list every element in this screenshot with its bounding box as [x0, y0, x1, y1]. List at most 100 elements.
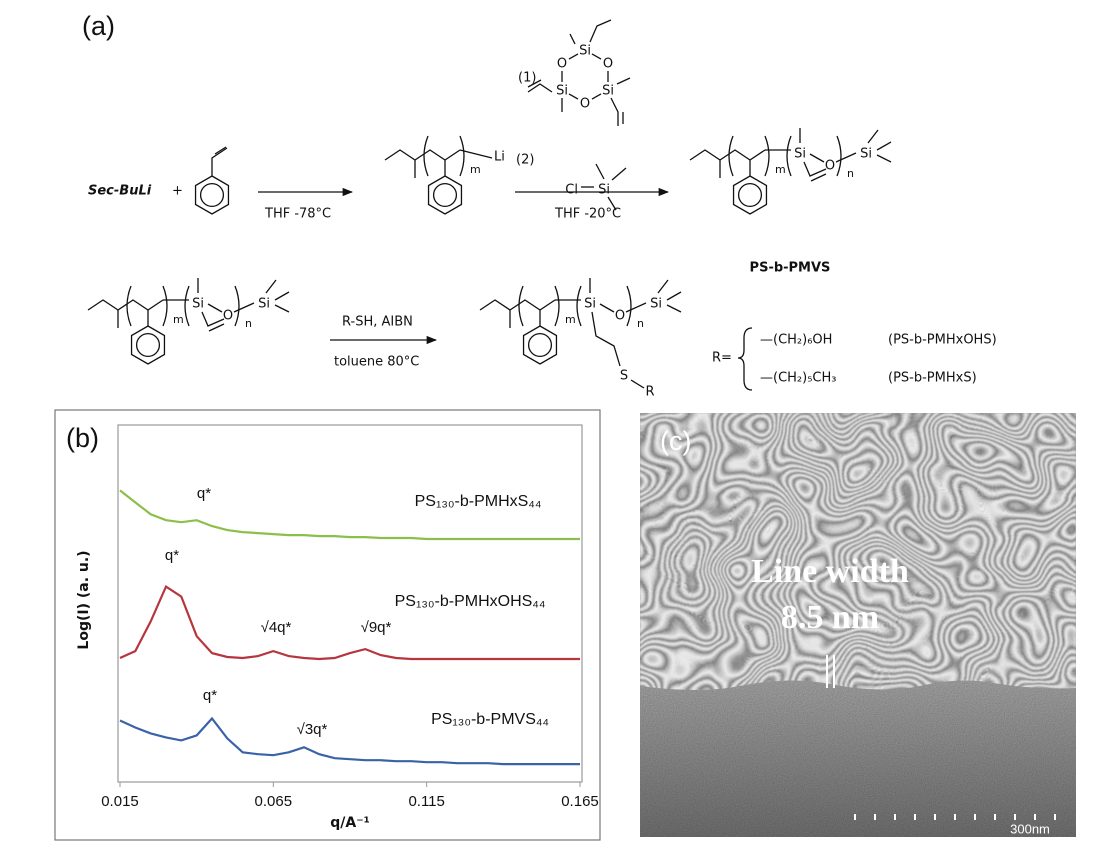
bracket — [786, 135, 792, 177]
bond — [611, 167, 627, 181]
x-tick-label: 0.165 — [561, 793, 599, 810]
peak-label: √3q* — [297, 721, 328, 738]
bond — [595, 163, 605, 180]
aromatic-circle — [527, 332, 553, 358]
bond — [876, 154, 892, 163]
x-tick-label: 0.065 — [255, 793, 293, 810]
peak-label: q* — [165, 547, 179, 564]
panel-label: (b) — [66, 423, 99, 453]
bond — [384, 149, 461, 161]
legend-label: PS₁₃₀-b-PMHxOHS₄₄ — [395, 593, 546, 610]
aromatic-circle — [135, 332, 161, 358]
scheme-text: Sec-BuLi — [88, 184, 152, 199]
bracket — [518, 285, 524, 327]
scheme-text: —(CH₂)₅CH₃ — [760, 371, 836, 386]
bracket — [626, 285, 632, 327]
bond — [589, 19, 612, 43]
panel-label: (c) — [660, 426, 691, 456]
bond — [568, 93, 579, 100]
scheme-text: n — [847, 167, 854, 180]
scheme-text: Si — [602, 84, 614, 99]
scheme-text: O — [580, 97, 590, 112]
scheme-text: m — [470, 163, 481, 176]
scheme-text: R — [645, 385, 654, 400]
bond — [810, 173, 827, 182]
scheme-text: m — [775, 163, 786, 176]
scheme-text: (1) — [518, 71, 536, 86]
bracket — [764, 135, 770, 177]
bond — [657, 279, 669, 294]
scheme-text: THF -20°C — [554, 207, 621, 222]
benzene-ring — [732, 175, 768, 215]
bond — [274, 304, 290, 313]
scheme-text: (PS-b-PMHxOHS) — [888, 333, 997, 348]
bond — [527, 83, 553, 93]
scheme-text: —(CH₂)₆OH — [760, 333, 832, 348]
substrate-shade — [640, 660, 1076, 837]
bond — [479, 299, 556, 311]
bond — [459, 149, 493, 159]
peak-label: q* — [203, 687, 217, 704]
scheme-text: O — [825, 159, 835, 174]
bond — [568, 53, 579, 60]
bond — [207, 303, 223, 313]
annotation: 8.5 nm — [781, 599, 879, 636]
scheme-text: Cl — [565, 183, 578, 198]
scheme-text: n — [637, 317, 644, 330]
x-axis-label: q/A⁻¹ — [330, 815, 370, 831]
bond — [867, 129, 879, 144]
bond — [274, 291, 290, 301]
bond — [666, 304, 682, 313]
peak-label: √9q* — [361, 619, 392, 636]
legend-label: PS₁₃₀-b-PMVS₄₄ — [431, 711, 549, 728]
scheme-text: toluene 80°C — [334, 355, 419, 370]
scheme-text: Si — [794, 147, 806, 162]
aromatic-circle — [432, 182, 458, 208]
bond — [610, 97, 619, 126]
bond — [233, 302, 255, 313]
bond — [527, 79, 542, 88]
profile-line — [119, 489, 580, 541]
bond — [599, 303, 615, 313]
bracket — [576, 285, 582, 327]
aromatic-circle — [199, 182, 225, 208]
panel-frame — [54, 409, 601, 841]
x-tick-label: 0.115 — [408, 793, 444, 810]
scheme-text: O — [615, 309, 625, 324]
brace — [737, 327, 753, 391]
bond — [591, 311, 621, 367]
bond — [211, 147, 228, 176]
bond — [809, 153, 825, 163]
scheme-text: Si — [650, 297, 662, 312]
scheme-text: O — [603, 57, 613, 72]
aromatic-circle — [737, 182, 763, 208]
bracket — [459, 135, 465, 177]
scheme-text: Si — [192, 297, 204, 312]
scheme-text: S — [620, 369, 628, 384]
scheme-text: Si — [579, 44, 591, 59]
bond — [591, 93, 602, 100]
scheme-text: THF -78°C — [264, 207, 331, 222]
peak-label: √4q* — [261, 619, 292, 636]
x-tick-label: 0.015 — [101, 793, 139, 810]
y-axis-label: Log(I) (a. u.) — [76, 550, 92, 649]
scheme-text: m — [565, 313, 576, 326]
profile-line — [119, 716, 580, 766]
scheme-text: Si — [584, 297, 596, 312]
scheme-text: Si — [598, 183, 610, 198]
scheme-text: R-SH, AIBN — [342, 315, 413, 330]
benzene-ring — [522, 325, 558, 365]
peak-label: q* — [197, 485, 211, 502]
bond — [591, 53, 602, 60]
bracket — [836, 135, 842, 177]
bond — [87, 299, 164, 311]
micrograph — [640, 413, 1076, 837]
benzene-ring — [130, 325, 166, 365]
scheme-text: R= — [712, 351, 732, 366]
scheme-text: (PS-b-PMHxS) — [888, 371, 977, 386]
scheme-text: Si — [258, 297, 270, 312]
bond — [630, 379, 645, 389]
bond — [876, 141, 892, 151]
scheme-text: Si — [860, 147, 872, 162]
